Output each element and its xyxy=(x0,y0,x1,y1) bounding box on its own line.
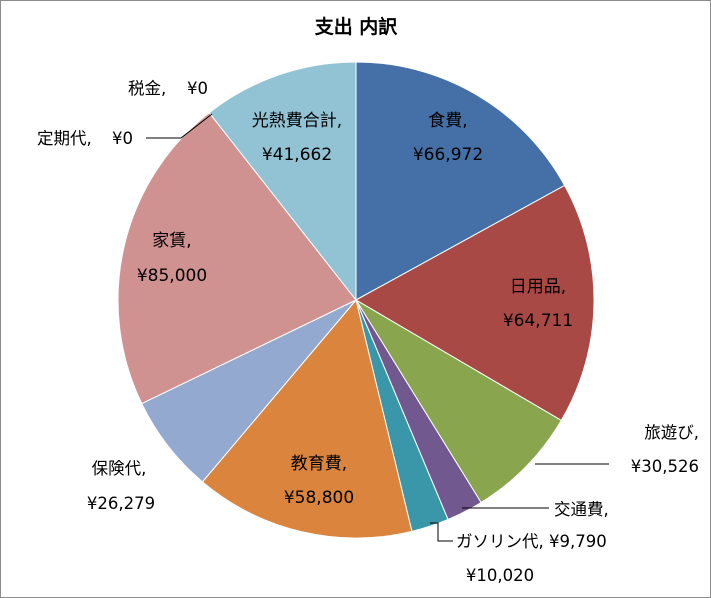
data-label-交通費: 交通費, xyxy=(554,500,609,519)
data-label-定期代-value: ¥0 xyxy=(112,129,133,148)
data-label-家賃-name: 家賃, xyxy=(152,231,191,251)
pie-slice-教育費 xyxy=(201,298,413,539)
leader-lines xyxy=(146,113,609,542)
data-label-家賃-value: ¥85,000 xyxy=(137,266,207,286)
pie-slice-食費 xyxy=(355,61,566,301)
data-label-教育費-value: ¥58,800 xyxy=(284,488,354,508)
data-label-定期代-name: 定期代, xyxy=(37,129,92,148)
data-label-保険代-value: ¥26,279 xyxy=(87,494,155,513)
data-label-旅遊び-value: ¥30,526 xyxy=(631,457,699,476)
data-labels: 食費, ¥66,972 日用品, ¥64,711 旅遊び, ¥30,526 交通… xyxy=(37,79,699,585)
data-label-旅遊び-name: 旅遊び, xyxy=(644,423,699,442)
data-label-ガソリン代-value: ¥10,020 xyxy=(466,566,534,585)
data-label-食費-name: 食費, xyxy=(428,111,467,131)
data-label-食費-value: ¥66,972 xyxy=(413,145,483,165)
pie-slice-日用品 xyxy=(354,184,595,422)
pie-slices xyxy=(117,61,595,539)
data-label-光熱費合計-name: 光熱費合計, xyxy=(252,111,342,131)
pie-slice-光熱費合計 xyxy=(208,61,357,302)
data-label-税金-name: 税金, xyxy=(128,79,166,98)
data-label-光熱費合計-value: ¥41,662 xyxy=(262,145,332,165)
leader-line-ガソリン代 xyxy=(430,522,453,542)
data-label-保険代-name: 保険代, xyxy=(92,459,147,478)
pie-slice-旅遊び xyxy=(355,299,562,504)
data-label-教育費-name: 教育費, xyxy=(291,454,347,474)
data-label-日用品-value: ¥64,711 xyxy=(503,311,573,331)
leader-line-定期代 xyxy=(146,113,213,139)
data-label-税金-value: ¥0 xyxy=(187,79,208,98)
data-label-日用品-name: 日用品, xyxy=(510,277,566,297)
data-label-ガソリン代-name: ガソリン代, ¥9,790 xyxy=(456,532,607,551)
chart-title: 支出 内訳 xyxy=(314,15,399,38)
